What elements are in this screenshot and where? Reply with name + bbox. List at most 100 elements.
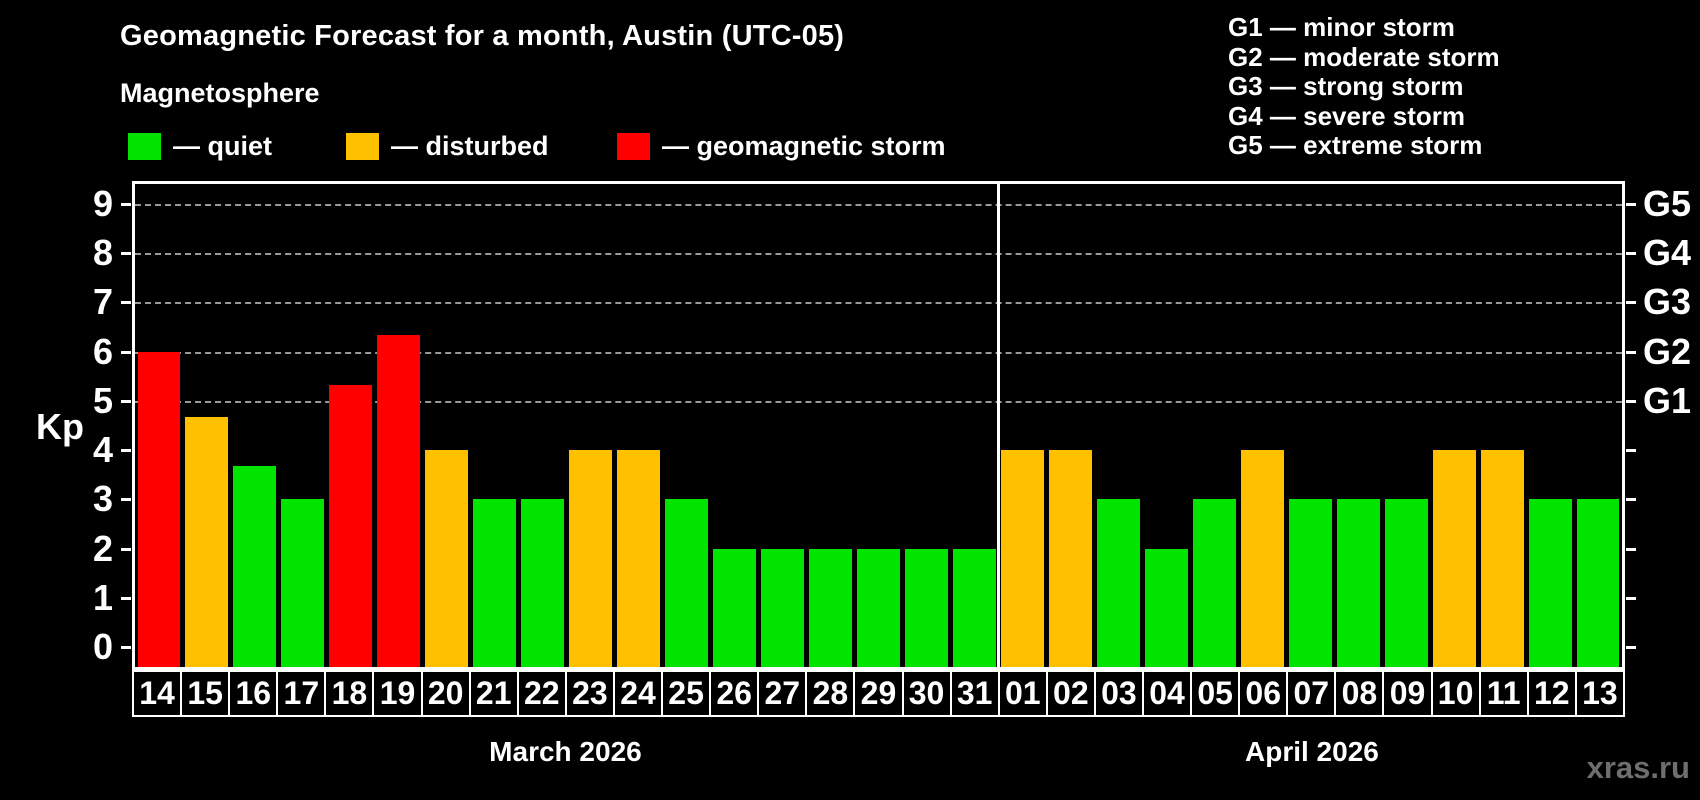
kp-bar-day-09 xyxy=(1384,499,1428,667)
day-cell-18: 18 xyxy=(324,670,375,717)
y-tick-left-6 xyxy=(121,350,131,354)
day-cell-15: 15 xyxy=(180,670,231,717)
kp-bar-day-26 xyxy=(713,548,757,667)
plot-area xyxy=(132,181,1625,670)
y-tick-right-1 xyxy=(1626,597,1636,600)
kp-bar-day-27 xyxy=(761,548,805,667)
y-tick-left-7 xyxy=(121,301,131,305)
kp-bar-day-11 xyxy=(1480,450,1524,667)
kp-bar-day-21 xyxy=(473,499,517,667)
watermark: xras.ru xyxy=(1586,750,1690,785)
kp-bar-day-01 xyxy=(1000,450,1044,667)
y-tick-label-3: 3 xyxy=(92,478,113,520)
y-tick-label-9: 9 xyxy=(92,182,113,224)
g-scale-line-g4: G4 — severe storm xyxy=(1228,100,1466,131)
day-cell-14: 14 xyxy=(132,670,183,717)
day-cell-09: 09 xyxy=(1382,670,1433,717)
kp-bar-day-24 xyxy=(617,450,661,667)
y-tick-right-0 xyxy=(1626,646,1636,650)
kp-bar-day-03 xyxy=(1096,499,1140,667)
day-cell-19: 19 xyxy=(372,670,423,717)
kp-bar-day-22 xyxy=(521,499,565,667)
kp-bar-day-19 xyxy=(377,335,421,667)
y-tick-right-6 xyxy=(1626,350,1636,354)
day-cell-13: 13 xyxy=(1574,670,1625,717)
day-cell-07: 07 xyxy=(1286,670,1337,717)
day-cell-12: 12 xyxy=(1526,670,1577,717)
y-tick-left-5 xyxy=(121,399,131,403)
month-label-april: April 2026 xyxy=(1245,736,1379,767)
y-tick-label-1: 1 xyxy=(92,577,113,618)
kp-bar-day-29 xyxy=(857,548,900,667)
kp-bar-day-12 xyxy=(1528,499,1572,667)
y-tick-label-7: 7 xyxy=(92,281,113,323)
y-tick-label-6: 6 xyxy=(92,330,113,372)
kp-bar-day-13 xyxy=(1576,499,1620,667)
y-tick-label-8: 8 xyxy=(92,232,113,273)
kp-bar-day-02 xyxy=(1048,450,1092,667)
day-cell-21: 21 xyxy=(468,670,519,717)
y-tick-left-0 xyxy=(121,646,131,650)
y-tick-right-8 xyxy=(1626,252,1636,255)
kp-bar-day-07 xyxy=(1288,499,1332,667)
kp-bar-day-18 xyxy=(329,384,373,667)
day-cell-20: 20 xyxy=(420,670,471,717)
day-cell-02: 02 xyxy=(1045,670,1096,717)
chart-subtitle: Magnetosphere xyxy=(120,78,320,108)
y-tick-left-9 xyxy=(121,202,131,206)
y-tick-left-4 xyxy=(121,449,131,453)
day-cell-16: 16 xyxy=(228,670,279,717)
kp-bar-day-08 xyxy=(1336,499,1380,667)
gridline-kp-5 xyxy=(135,400,1622,403)
y-axis-label: Kp xyxy=(36,406,84,447)
day-cell-08: 08 xyxy=(1334,670,1385,717)
kp-bar-day-30 xyxy=(904,548,948,667)
right-axis-label-g1: G1 xyxy=(1643,379,1692,421)
right-axis-label-g2: G2 xyxy=(1643,330,1692,372)
kp-bar-day-15 xyxy=(185,417,229,667)
y-tick-left-1 xyxy=(121,597,131,600)
day-cell-23: 23 xyxy=(564,670,615,717)
day-cell-28: 28 xyxy=(805,670,856,717)
chart-title: Geomagnetic Forecast for a month, Austin… xyxy=(120,20,845,52)
day-cell-27: 27 xyxy=(757,670,808,717)
right-axis-label-g4: G4 xyxy=(1643,232,1692,273)
g-scale-line-g1: G1 — minor storm xyxy=(1228,12,1455,42)
kp-bar-day-14 xyxy=(137,351,181,667)
kp-bar-day-05 xyxy=(1192,499,1236,667)
kp-bar-day-16 xyxy=(233,466,277,667)
legend-item-storm: — geomagnetic storm xyxy=(617,131,946,161)
day-cell-06: 06 xyxy=(1238,670,1289,717)
kp-bar-day-31 xyxy=(952,548,996,667)
y-tick-right-2 xyxy=(1626,547,1636,551)
legend-label-quiet: — quiet xyxy=(173,130,272,161)
y-tick-label-4: 4 xyxy=(92,429,113,471)
day-cell-05: 05 xyxy=(1190,670,1241,717)
day-axis-row: 14 15 16 17 18 19 20 21 22 23 24 25 26 27 28 29 30 31 01 02… xyxy=(132,670,1625,717)
month-separator-line xyxy=(996,184,1000,667)
y-tick-label-5: 5 xyxy=(92,379,113,421)
y-tick-right-4 xyxy=(1626,449,1636,453)
kp-bar-day-20 xyxy=(425,450,469,667)
day-cell-17: 17 xyxy=(276,670,327,717)
kp-bar-day-25 xyxy=(665,499,709,667)
y-tick-left-3 xyxy=(121,498,131,502)
quiet-color-swatch xyxy=(128,132,161,160)
kp-bar-day-04 xyxy=(1144,548,1188,667)
kp-bar-day-06 xyxy=(1240,450,1284,667)
disturbed-color-swatch xyxy=(346,132,379,160)
y-tick-left-8 xyxy=(121,252,131,255)
y-tick-right-5 xyxy=(1626,399,1636,403)
day-cell-22: 22 xyxy=(516,670,567,717)
day-cell-04: 04 xyxy=(1141,670,1193,717)
legend-item-quiet: — quiet xyxy=(128,131,272,161)
day-cell-25: 25 xyxy=(661,670,712,717)
legend-label-storm: — geomagnetic storm xyxy=(662,130,946,161)
kp-bar-day-28 xyxy=(809,548,852,667)
gridline-kp-9 xyxy=(135,203,1622,206)
legend-item-disturbed: — disturbed xyxy=(346,131,549,161)
g-scale-legend: G1 — minor storm G2 — moderate storm G3 … xyxy=(1228,12,1500,161)
day-cell-24: 24 xyxy=(612,670,664,717)
kp-bar-day-10 xyxy=(1432,450,1476,667)
